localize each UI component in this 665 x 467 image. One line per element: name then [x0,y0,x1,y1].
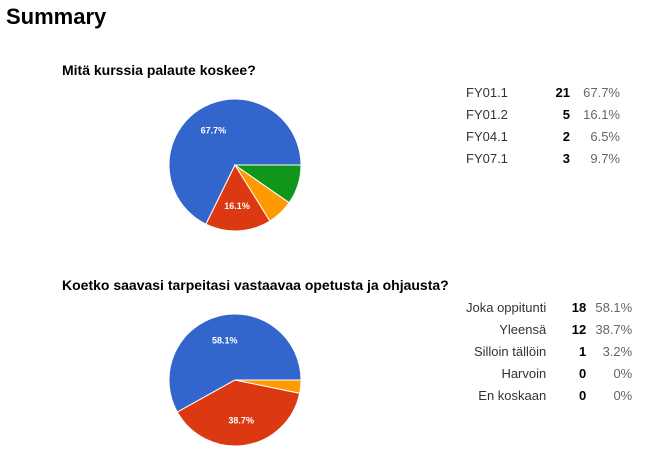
answer-percent: 16.1% [583,107,620,122]
pie-slice-label: 67.7% [201,125,227,135]
pie-slice-label: 16.1% [224,201,250,211]
pie-slice [168,98,302,225]
answer-count: 0 [579,388,587,403]
summary-row: En koskaan 0 0% [466,385,632,407]
pie-slice [168,313,302,413]
answer-label: Harvoin [501,366,547,381]
summary-row: FY07.1 3 9.7% [466,148,620,170]
summary-row: Silloin tällöin 1 3.2% [466,341,632,363]
summary-row: Yleensä 12 38.7% [466,319,632,341]
pie-chart-2: 58.1% 38.7% [168,313,302,447]
answer-label: FY07.1 [466,151,508,166]
answer-count: 1 [579,344,587,359]
summary-row: FY01.1 21 67.7% [466,82,620,104]
pie-chart-1: 67.7% 16.1% [168,98,302,232]
answer-count: 12 [571,322,587,337]
pie-slice [205,163,271,232]
pie-slice [234,379,302,394]
answer-count: 0 [579,366,587,381]
answer-count: 5 [562,107,570,122]
answer-percent: 38.7% [595,322,633,337]
summary-table-1: FY01.1 21 67.7% FY01.2 5 16.1% FY04.1 2 … [466,82,620,170]
answer-percent: 3.2% [602,344,633,359]
question-1-title: Mitä kurssia palaute koskee? [62,62,256,78]
answer-percent: 0% [613,366,633,381]
answer-count: 18 [571,300,587,315]
page-title: Summary [6,4,107,29]
answer-label: Yleensä [499,322,547,337]
question-2-title: Koetko saavasi tarpeitasi vastaavaa opet… [62,277,449,293]
answer-percent: 0% [613,388,633,403]
answer-percent: 6.5% [590,129,620,144]
answer-label: En koskaan [478,388,547,403]
answer-label: Joka oppitunti [466,300,547,315]
answer-percent: 58.1% [595,300,633,315]
answer-percent: 9.7% [590,151,620,166]
summary-table-2: Joka oppitunti 18 58.1% Yleensä 12 38.7%… [466,297,632,407]
summary-row: FY01.2 5 16.1% [466,104,620,126]
pie-slice-label: 58.1% [212,335,238,345]
pie-slice-label: 38.7% [228,415,254,425]
answer-label: Silloin tällöin [473,344,547,359]
answer-count: 3 [562,151,570,166]
answer-label: FY04.1 [466,129,508,144]
summary-row: Joka oppitunti 18 58.1% [466,297,632,319]
answer-label: FY01.1 [466,85,508,100]
answer-count: 21 [555,85,570,100]
summary-row: Harvoin 0 0% [466,363,632,385]
answer-label: FY01.2 [466,107,508,122]
pie-slice [176,379,301,447]
summary-row: FY04.1 2 6.5% [466,126,620,148]
answer-percent: 67.7% [583,85,620,100]
answer-count: 2 [562,129,570,144]
pie-slice [233,164,302,204]
